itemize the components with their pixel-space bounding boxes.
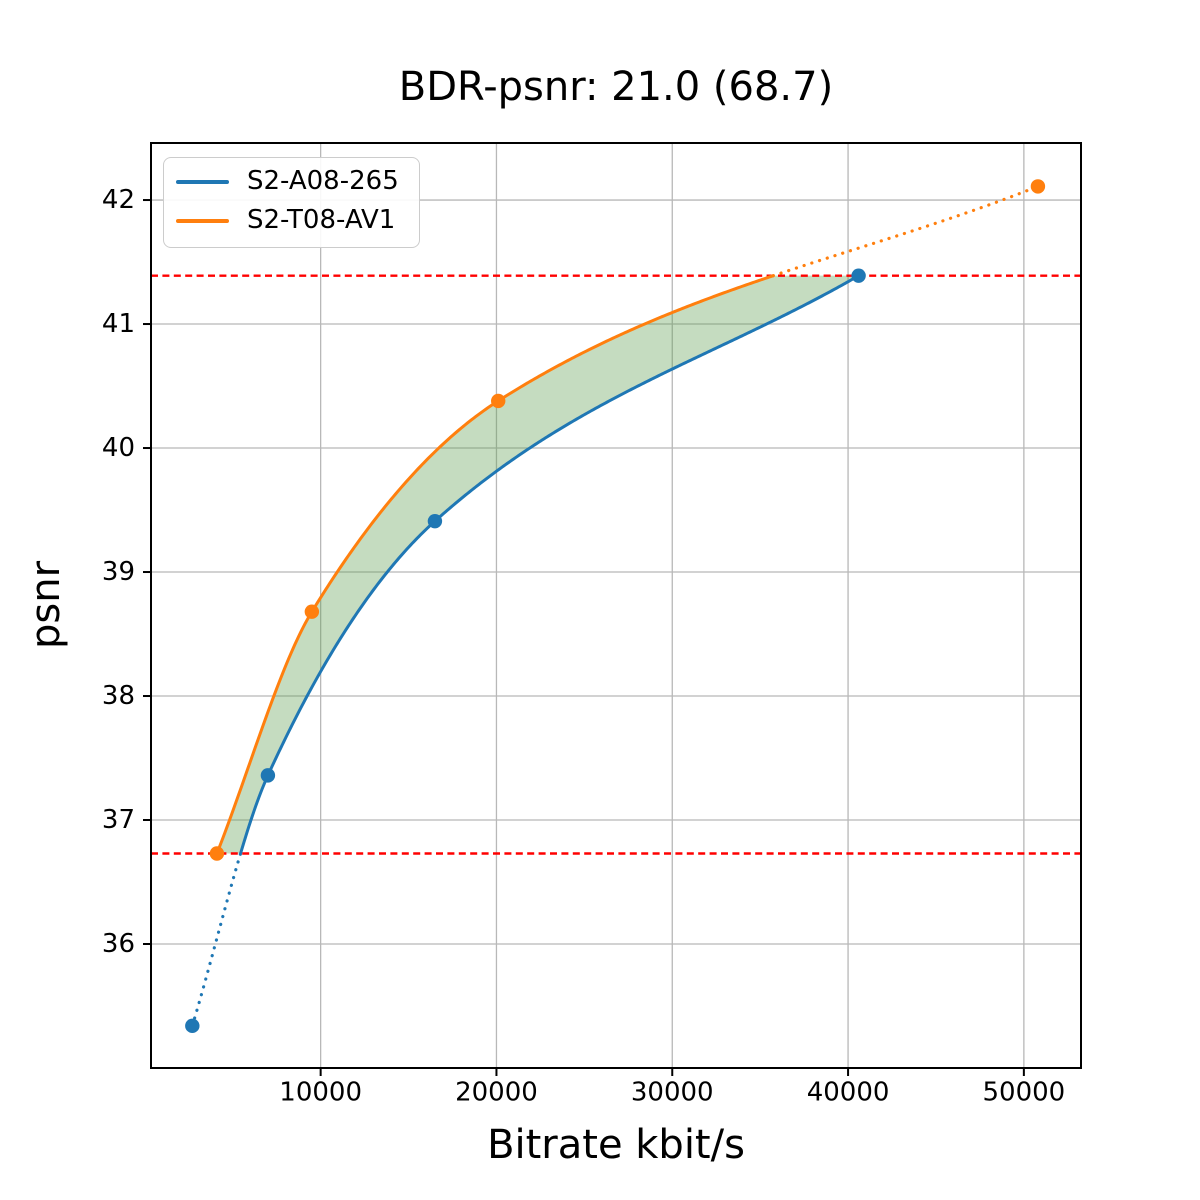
legend-line-sample-0 (176, 180, 229, 184)
data-point-S2-T08-AV1-0 (209, 846, 225, 861)
bd-shaded-region (216, 275, 859, 854)
y-tick-label: 39 (102, 557, 135, 587)
y-tick-label: 37 (102, 805, 135, 835)
y-tick-label: 38 (102, 681, 135, 711)
legend-line-sample-1 (176, 219, 229, 223)
y-tick-label: 42 (102, 185, 135, 215)
curve-dotted-S2-T08-AV1 (771, 184, 1040, 278)
chart-title: BDR-psnr: 21.0 (68.7) (398, 64, 834, 110)
x-tick-label: 20000 (455, 1077, 538, 1107)
x-tick-label: 50000 (983, 1077, 1066, 1107)
legend-item-1: S2-T08-AV1 (176, 204, 399, 236)
x-tick-label: 40000 (807, 1077, 890, 1107)
y-tick-label: 36 (102, 929, 135, 959)
curve-dotted-S2-A08-265 (190, 851, 243, 1028)
legend-label-1: S2-T08-AV1 (247, 204, 396, 235)
legend-label-0: S2-A08-265 (247, 166, 399, 196)
curve-solid-S2-T08-AV1 (215, 274, 774, 855)
data-point-S2-A08-265-1 (260, 768, 276, 783)
axes-spine (150, 142, 1082, 1069)
data-point-S2-T08-AV1-3 (1030, 179, 1046, 194)
data-point-S2-A08-265-3 (851, 268, 866, 283)
data-point-S2-A08-265-0 (185, 1018, 200, 1034)
curve-solid-S2-A08-265 (239, 274, 860, 854)
legend: S2-A08-265 S2-T08-AV1 (163, 157, 420, 248)
x-tick-label: 30000 (631, 1077, 714, 1107)
data-point-S2-T08-AV1-2 (491, 393, 506, 409)
legend-item-0: S2-A08-265 (176, 166, 399, 197)
data-point-S2-A08-265-2 (427, 513, 443, 529)
x-axis-label: Bitrate kbit/s (487, 1122, 745, 1168)
x-tick-label: 10000 (279, 1077, 362, 1107)
y-tick-label: 41 (102, 309, 135, 339)
y-tick-label: 40 (102, 433, 135, 463)
data-point-S2-T08-AV1-1 (304, 604, 320, 619)
